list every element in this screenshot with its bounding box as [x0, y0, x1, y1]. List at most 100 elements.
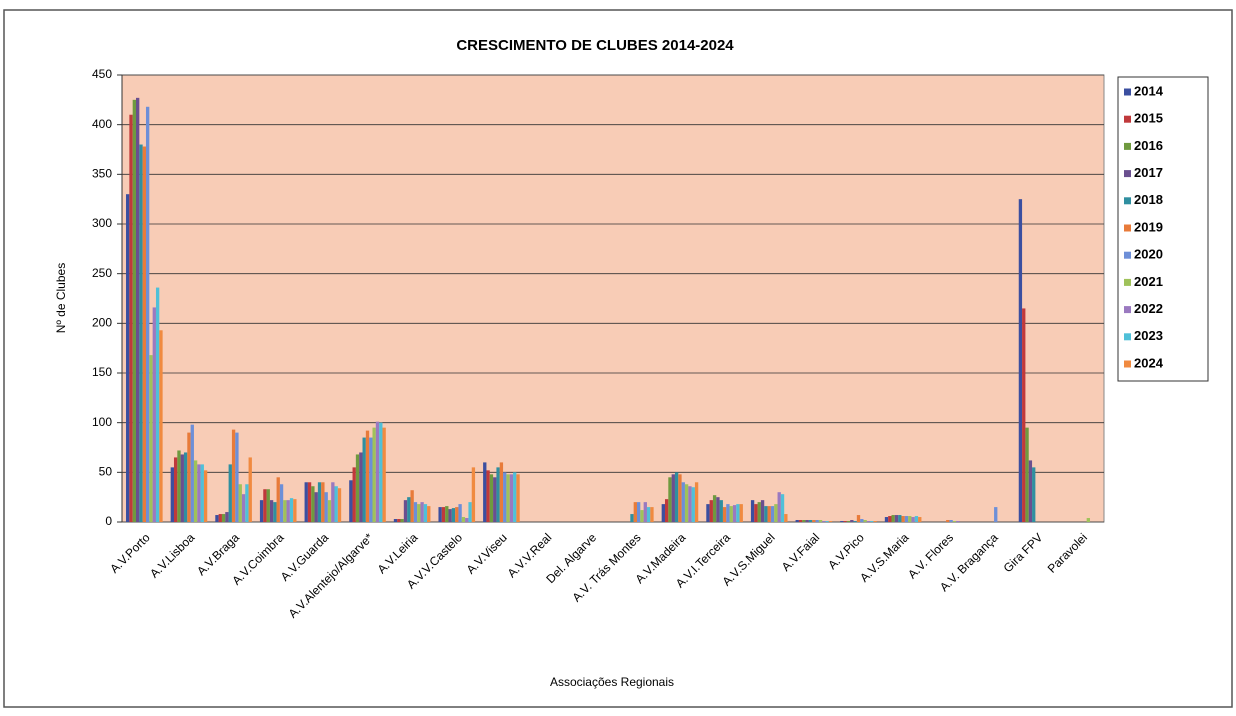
bar — [132, 99, 136, 522]
bar — [245, 484, 249, 522]
bar — [904, 516, 909, 522]
bar — [706, 504, 710, 522]
bar — [802, 520, 806, 522]
bar — [736, 504, 740, 522]
bar — [193, 460, 198, 522]
bar — [1025, 427, 1029, 522]
bar — [774, 504, 778, 522]
bar — [722, 507, 727, 522]
bar — [493, 477, 497, 522]
bar — [355, 454, 360, 522]
bar — [365, 430, 370, 522]
bar — [369, 437, 373, 522]
legend-swatch — [1124, 251, 1131, 259]
bar — [901, 516, 905, 522]
bar — [898, 515, 902, 522]
bar — [445, 506, 449, 522]
bar — [135, 97, 140, 522]
bar — [372, 427, 376, 522]
bar — [427, 506, 431, 522]
bar — [283, 500, 287, 522]
bar — [853, 521, 857, 522]
bar — [448, 509, 452, 522]
bar — [684, 484, 689, 522]
bar — [946, 520, 950, 522]
bar — [407, 497, 411, 522]
bar — [215, 515, 219, 522]
bar — [423, 504, 428, 522]
bar — [379, 422, 383, 522]
bar — [757, 502, 761, 522]
bar — [870, 521, 874, 522]
legend-swatch — [1124, 170, 1131, 178]
bar — [410, 490, 414, 522]
bar — [489, 474, 494, 522]
bar — [458, 504, 462, 522]
bar — [289, 498, 294, 522]
bar — [349, 480, 353, 522]
bar — [846, 521, 851, 522]
bar — [314, 492, 318, 522]
bar — [393, 519, 398, 522]
bar — [694, 482, 699, 522]
bar — [1028, 460, 1033, 522]
legend-swatch — [1124, 224, 1131, 232]
bar — [496, 467, 500, 522]
legend — [1117, 76, 1209, 382]
bar — [273, 502, 277, 522]
bar — [1086, 518, 1091, 522]
bar — [513, 472, 517, 522]
bar — [266, 489, 270, 522]
legend-label: 2023 — [1134, 328, 1163, 343]
y-tick-label: 50 — [99, 465, 113, 479]
legend-label: 2022 — [1134, 301, 1163, 316]
y-tick-label: 200 — [92, 316, 112, 330]
bar — [200, 464, 204, 522]
bar — [461, 517, 466, 522]
bar — [671, 474, 675, 522]
bar — [646, 507, 651, 522]
bar — [949, 520, 953, 522]
bar — [716, 497, 720, 522]
bar — [840, 521, 844, 522]
bar — [183, 452, 188, 522]
legend-swatch — [1124, 88, 1131, 96]
bar — [712, 495, 717, 522]
y-tick-label: 250 — [92, 266, 112, 280]
bar — [918, 517, 922, 522]
bar — [863, 520, 867, 522]
bar — [873, 521, 877, 522]
bar — [719, 500, 723, 522]
bar — [307, 482, 312, 522]
bar — [317, 482, 322, 522]
bar — [155, 287, 160, 522]
legend-swatch — [1124, 333, 1131, 341]
bar — [784, 514, 788, 522]
legend-label: 2021 — [1134, 274, 1163, 289]
legend-swatch — [1124, 197, 1131, 205]
bar — [235, 432, 239, 522]
y-tick-label: 100 — [92, 415, 112, 429]
bar — [914, 516, 919, 522]
bar — [1018, 199, 1023, 522]
bar — [770, 506, 775, 522]
y-tick-label: 350 — [92, 167, 112, 181]
bar — [276, 477, 280, 522]
bar — [177, 450, 181, 522]
bar — [795, 520, 799, 522]
bar — [843, 521, 847, 522]
bar — [225, 512, 229, 522]
bar — [503, 472, 507, 522]
bar — [441, 507, 446, 522]
bar — [362, 437, 366, 522]
bar — [681, 482, 685, 522]
bar — [729, 506, 733, 522]
bar — [126, 194, 130, 522]
bar — [455, 507, 459, 522]
legend-swatch — [1124, 115, 1131, 123]
bar — [231, 429, 236, 522]
bar — [417, 504, 421, 522]
bar — [304, 482, 308, 522]
bar — [825, 521, 829, 522]
bar — [337, 488, 342, 522]
